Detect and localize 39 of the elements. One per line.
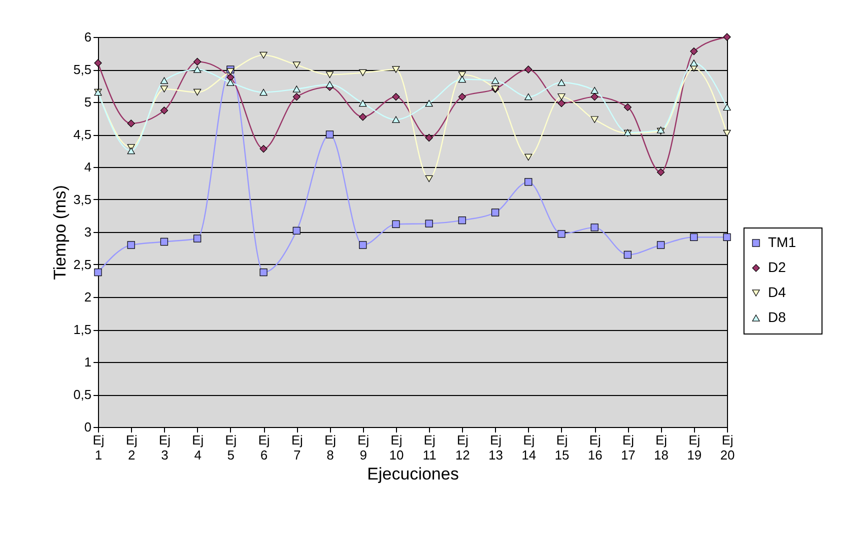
x-tick-label: Ej 3 xyxy=(158,432,171,462)
legend-label: TM1 xyxy=(768,234,796,250)
x-tick-label: Ej 1 xyxy=(92,432,104,462)
legend-label: D4 xyxy=(768,284,786,300)
x-tick-label: Ej 17 xyxy=(620,432,636,462)
y-axis-title: Tiempo (ms) xyxy=(50,185,70,280)
y-tick-label: 0 xyxy=(84,420,92,434)
legend-label: D2 xyxy=(768,259,786,275)
x-tick-label: Ej 20 xyxy=(720,432,735,462)
x-tick-label: Ej 7 xyxy=(291,432,304,462)
y-tick-label: 2 xyxy=(84,290,92,304)
x-tick-label: Ej 4 xyxy=(192,432,204,462)
x-tick-label: Ej 19 xyxy=(687,432,702,462)
x-tick-label: Ej 18 xyxy=(654,432,669,462)
x-tick-label: Ej 10 xyxy=(389,432,404,462)
x-tick-label: Ej 5 xyxy=(225,432,237,462)
x-tick-label: Ej 14 xyxy=(522,432,536,462)
x-tick-label: Ej 16 xyxy=(588,432,602,462)
x-tick-label: Ej 11 xyxy=(422,432,436,462)
x-tick-label: Ej 13 xyxy=(488,432,503,462)
y-tick-label: 3 xyxy=(84,224,92,240)
y-tick-label: 5,5 xyxy=(73,62,92,77)
y-tick-label: 1,5 xyxy=(73,322,92,337)
x-tick-label: Ej 6 xyxy=(258,432,270,462)
legend-label: D8 xyxy=(768,309,786,325)
x-tick-label: Ej 15 xyxy=(554,432,570,462)
y-tick-label: 3,5 xyxy=(73,192,92,207)
x-axis-title: Ejecuciones xyxy=(367,464,459,484)
y-tick-label: 5 xyxy=(84,94,92,110)
y-tick-label: 6 xyxy=(84,30,92,44)
x-tick-label: Ej 8 xyxy=(324,432,336,462)
x-tick-label: Ej 9 xyxy=(358,432,370,462)
y-tick-label: 2,5 xyxy=(73,257,92,272)
x-tick-label: Ej 12 xyxy=(455,432,470,462)
y-tick-label: 0,5 xyxy=(73,387,92,402)
y-tick-label: 4 xyxy=(84,160,92,174)
y-tick-label: 1 xyxy=(84,354,92,370)
y-tick-label: 4,5 xyxy=(73,127,92,142)
x-tick-label: Ej 2 xyxy=(126,432,138,462)
